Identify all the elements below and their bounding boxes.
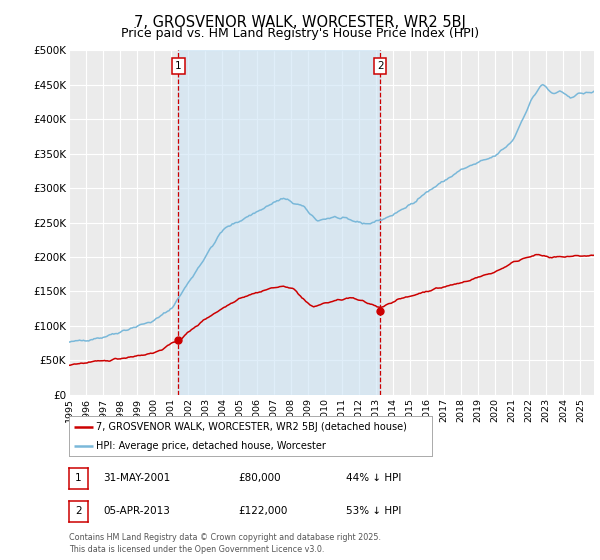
Text: This data is licensed under the Open Government Licence v3.0.: This data is licensed under the Open Gov… (69, 545, 325, 554)
Text: 31-MAY-2001: 31-MAY-2001 (103, 473, 170, 483)
Text: HPI: Average price, detached house, Worcester: HPI: Average price, detached house, Worc… (96, 441, 326, 450)
Text: 7, GROSVENOR WALK, WORCESTER, WR2 5BJ: 7, GROSVENOR WALK, WORCESTER, WR2 5BJ (134, 15, 466, 30)
Text: 2: 2 (75, 506, 82, 516)
Text: 7, GROSVENOR WALK, WORCESTER, WR2 5BJ (detached house): 7, GROSVENOR WALK, WORCESTER, WR2 5BJ (d… (96, 422, 407, 432)
Text: 1: 1 (175, 61, 182, 71)
Bar (178, 50, 380, 395)
Text: 05-APR-2013: 05-APR-2013 (103, 506, 170, 516)
Text: 2: 2 (377, 61, 383, 71)
Text: 53% ↓ HPI: 53% ↓ HPI (346, 506, 401, 516)
Text: Price paid vs. HM Land Registry's House Price Index (HPI): Price paid vs. HM Land Registry's House … (121, 27, 479, 40)
Text: £122,000: £122,000 (238, 506, 287, 516)
Text: £80,000: £80,000 (238, 473, 281, 483)
Text: 44% ↓ HPI: 44% ↓ HPI (346, 473, 401, 483)
Text: Contains HM Land Registry data © Crown copyright and database right 2025.: Contains HM Land Registry data © Crown c… (69, 533, 381, 542)
Text: 1: 1 (75, 473, 82, 483)
